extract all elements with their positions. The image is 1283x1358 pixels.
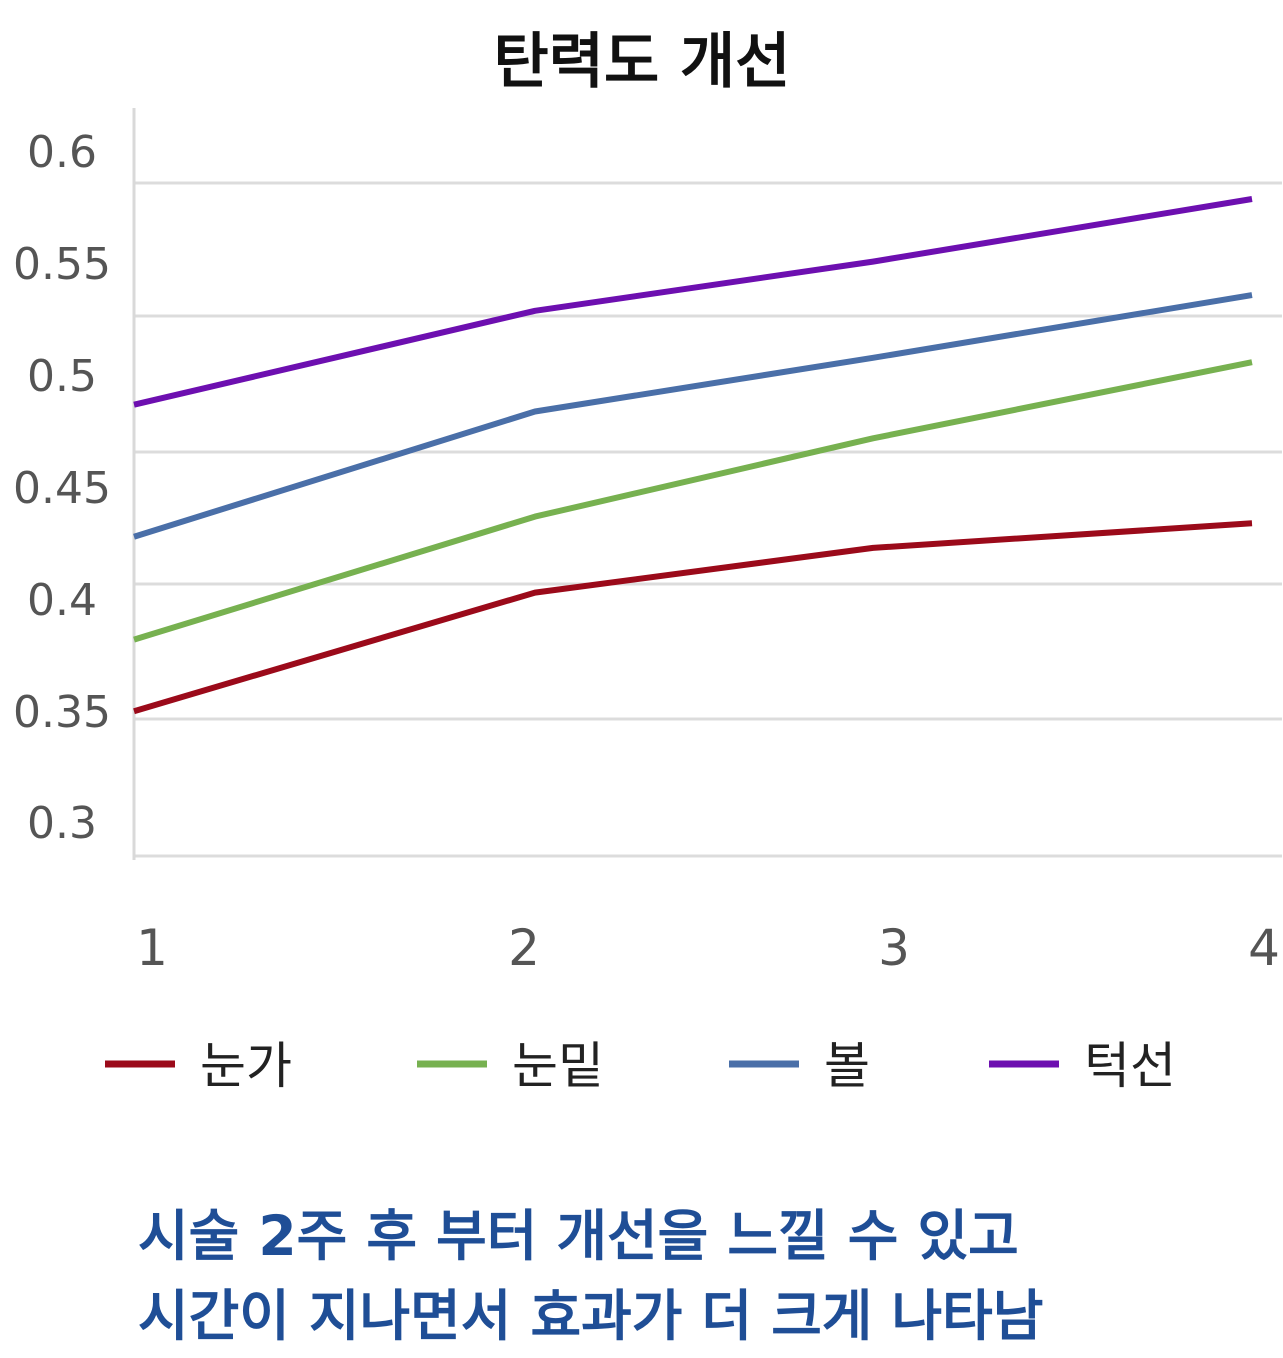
x-axis-ticks: 1 2 3 4 xyxy=(136,919,1280,977)
x-tick-label: 4 xyxy=(1248,919,1280,977)
caption: 시술 2주 후 부터 개선을 느낄 수 있고 시간이 지나면서 효과가 더 크게… xyxy=(138,1196,1043,1356)
caption-line-2: 시간이 지나면서 효과가 더 크게 나타남 xyxy=(138,1284,1044,1348)
chart-title: 탄력도 개선 xyxy=(494,27,791,97)
series-line xyxy=(133,292,1253,540)
y-tick-label: 0.45 xyxy=(13,463,111,514)
legend-label: 턱선 xyxy=(1084,1037,1176,1095)
y-tick-label: 0.55 xyxy=(13,239,111,290)
series-line xyxy=(133,196,1253,408)
legend-label: 볼 xyxy=(824,1037,870,1095)
x-tick-label: 3 xyxy=(878,919,910,977)
legend-label: 눈밑 xyxy=(512,1037,604,1095)
series-lines xyxy=(133,196,1253,715)
y-tick-label: 0.4 xyxy=(27,575,97,626)
y-tick-label: 0.5 xyxy=(27,351,97,402)
y-tick-label: 0.6 xyxy=(27,127,97,178)
series-line xyxy=(133,520,1253,715)
series-line xyxy=(133,359,1253,643)
y-axis-ticks: 0.6 0.55 0.5 0.45 0.4 0.35 0.3 xyxy=(13,127,111,849)
legend: 눈가 눈밑 볼 턱선 xyxy=(105,1037,1176,1095)
y-tick-label: 0.35 xyxy=(13,687,111,738)
legend-label: 눈가 xyxy=(200,1037,292,1095)
y-tick-label: 0.3 xyxy=(27,798,97,849)
x-tick-label: 2 xyxy=(508,919,540,977)
caption-line-1: 시술 2주 후 부터 개선을 느낄 수 있고 xyxy=(138,1204,1019,1268)
x-tick-label: 1 xyxy=(136,919,168,977)
